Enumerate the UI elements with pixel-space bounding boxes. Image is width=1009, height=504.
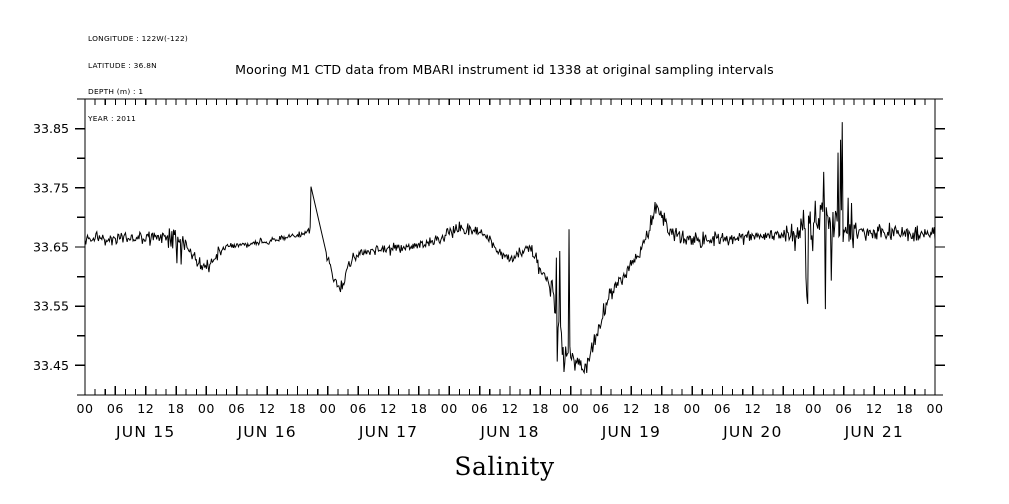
chart-title: Mooring M1 CTD data from MBARI instrumen… [235,62,774,77]
y-tick-label: 33.45 [33,358,69,373]
x-tick-label: 00 [319,401,336,416]
x-tick-label: 18 [775,401,792,416]
x-day-label: JUN 18 [479,423,539,441]
y-tick-label: 33.75 [33,180,69,195]
x-tick-label: 06 [593,401,610,416]
x-tick-label: 18 [653,401,670,416]
x-tick-label: 00 [684,401,701,416]
x-tick-label: 06 [228,401,245,416]
x-tick-label: 12 [137,401,154,416]
x-tick-label: 06 [471,401,488,416]
x-tick-label: 06 [714,401,731,416]
salinity-line [84,122,936,375]
x-tick-label: 18 [289,401,306,416]
x-tick-label: 12 [866,401,883,416]
y-tick-label: 33.55 [33,299,69,314]
figure-caption: Salinity [454,452,555,481]
x-tick-label: 18 [532,401,549,416]
x-tick-label: 06 [107,401,124,416]
x-tick-label: 00 [198,401,215,416]
x-tick-label: 00 [926,401,943,416]
x-tick-label: 00 [562,401,579,416]
x-tick-label: 06 [835,401,852,416]
x-tick-label: 12 [380,401,397,416]
salinity-trace [84,122,936,375]
metadata-depth: DEPTH (m) : 1 [88,87,144,97]
x-tick-label: 00 [76,401,93,416]
y-tick-label: 33.65 [33,240,69,255]
metadata-longitude: LONGITUDE : 122W(-122) [88,33,189,43]
plot-frame [84,98,936,396]
station-metadata: LONGITUDE : 122W(-122) LATITUDE : 36.8N … [88,17,188,142]
x-tick-label: 00 [805,401,822,416]
x-axis: 00 06 12 18 00 06 12 18 00 06 12 18 00 06 12 18 00 06 12 18… [76,99,943,441]
x-tick-label: 12 [501,401,518,416]
x-day-label: JUN 21 [844,423,904,441]
x-day-label: JUN 20 [722,423,782,441]
x-tick-label: 12 [259,401,276,416]
y-axis: 33.45 33.55 33.65 33.75 33.85 [33,98,945,396]
x-tick-label: 06 [350,401,367,416]
x-tick-label: 18 [168,401,185,416]
metadata-latitude: LATITUDE : 36.8N [88,60,157,70]
x-tick-label: 18 [410,401,427,416]
x-day-label: JUN 15 [115,423,175,441]
x-tick-label: 12 [623,401,640,416]
x-day-label: JUN 16 [236,423,296,441]
x-day-label: JUN 19 [601,423,661,441]
x-tick-label: 00 [441,401,458,416]
x-tick-label: 12 [744,401,761,416]
x-day-label: JUN 17 [358,423,418,441]
metadata-year: YEAR : 2011 [88,113,137,123]
x-tick-label: 18 [896,401,913,416]
y-tick-label: 33.85 [33,121,69,136]
